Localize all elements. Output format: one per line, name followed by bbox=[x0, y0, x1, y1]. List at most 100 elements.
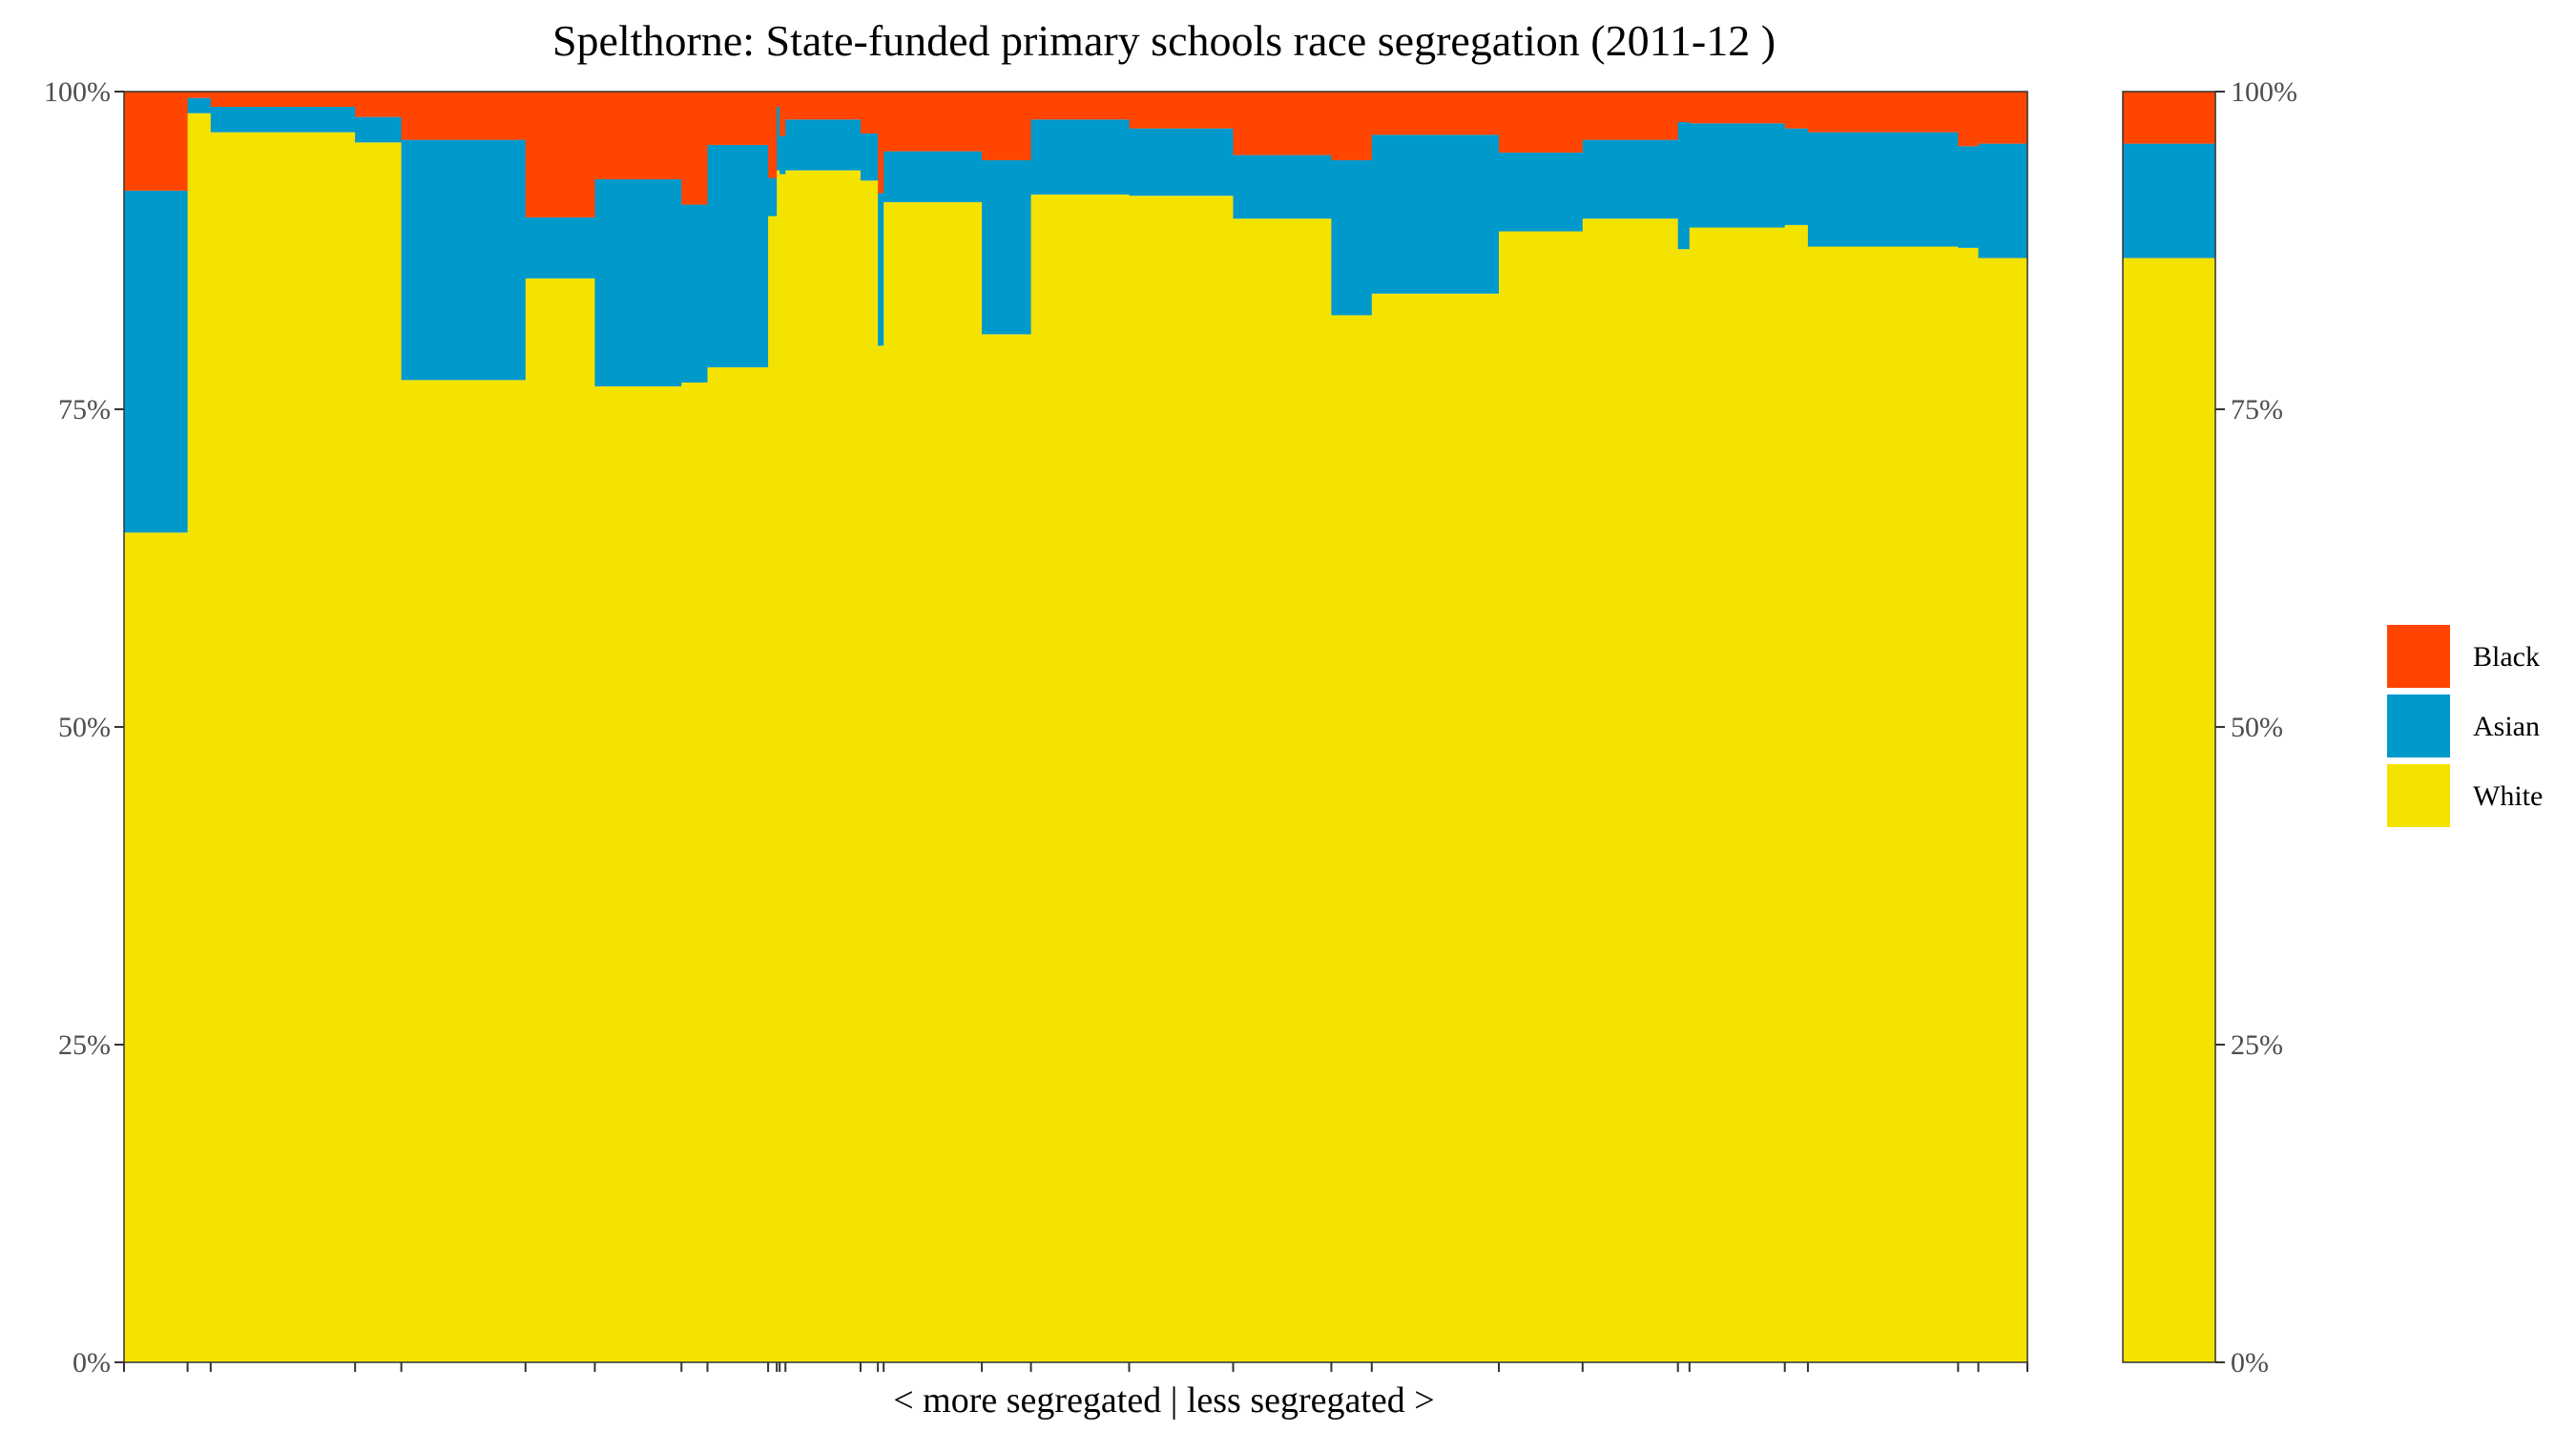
school-bar-white-segment-23 bbox=[1582, 218, 1679, 1363]
school-bar-asian-segment-9 bbox=[768, 177, 778, 217]
legend-label-asian: Asian bbox=[2473, 711, 2540, 742]
school-bar-white-segment-10 bbox=[777, 170, 780, 1363]
school-bar-asian-segment-18 bbox=[1129, 128, 1235, 197]
school-bar-asian-segment-8 bbox=[707, 144, 769, 368]
school-bar-black-segment-25 bbox=[1689, 92, 1786, 124]
school-bar-asian-segment-29 bbox=[1978, 143, 2028, 259]
school-bar-black-segment-5 bbox=[525, 92, 596, 218]
school-bar-black-segment-26 bbox=[1784, 92, 1809, 129]
school-bar-black-segment-14 bbox=[878, 92, 884, 194]
school-bar-white-segment-9 bbox=[768, 216, 778, 1362]
school-bar-asian-segment-5 bbox=[525, 217, 596, 279]
school-bar-white-segment-7 bbox=[681, 383, 709, 1362]
school-bar-asian-segment-13 bbox=[860, 133, 879, 181]
y-tick-label-right-2: 50% bbox=[2231, 712, 2283, 743]
school-bar-asian-segment-0 bbox=[124, 190, 189, 533]
school-bar-white-segment-0 bbox=[124, 532, 189, 1362]
school-bar-white-segment-15 bbox=[883, 201, 983, 1362]
school-bar-black-segment-6 bbox=[594, 92, 682, 179]
school-bar-asian-segment-11 bbox=[779, 135, 786, 175]
school-bar-asian-segment-7 bbox=[681, 204, 709, 384]
school-bar-asian-segment-14 bbox=[878, 193, 884, 346]
legend-label-white: White bbox=[2473, 780, 2543, 812]
school-bar-asian-segment-19 bbox=[1233, 155, 1333, 219]
school-bar-black-segment-2 bbox=[210, 92, 356, 107]
school-bar-asian-segment-24 bbox=[1677, 121, 1691, 250]
school-bar-black-segment-7 bbox=[681, 92, 709, 205]
school-bar-asian-segment-22 bbox=[1499, 152, 1584, 232]
school-bar-white-segment-8 bbox=[707, 367, 769, 1363]
school-bar-black-segment-4 bbox=[401, 92, 527, 140]
y-tick-label-right-4: 100% bbox=[2231, 76, 2297, 108]
school-bar-asian-segment-27 bbox=[1807, 132, 1959, 247]
school-bar-white-segment-24 bbox=[1677, 249, 1691, 1363]
school-bar-white-segment-12 bbox=[785, 170, 862, 1363]
school-bar-white-segment-2 bbox=[210, 132, 356, 1362]
school-bar-white-segment-1 bbox=[187, 113, 212, 1362]
school-bar-black-segment-10 bbox=[777, 92, 780, 107]
school-bar-black-segment-21 bbox=[1371, 92, 1500, 135]
school-bar-white-segment-29 bbox=[1978, 258, 2028, 1363]
school-bar-black-segment-22 bbox=[1499, 92, 1584, 153]
school-bar-black-segment-1 bbox=[187, 92, 212, 98]
y-axis-left: 0% 25% 50% 75% 100% bbox=[44, 76, 124, 1379]
school-bar-asian-segment-2 bbox=[210, 106, 356, 133]
overall-bar bbox=[2123, 92, 2216, 1363]
school-bar-asian-segment-21 bbox=[1371, 135, 1500, 294]
school-bar-white-segment-17 bbox=[1030, 194, 1131, 1363]
school-bar-black-segment-19 bbox=[1233, 92, 1333, 156]
school-bar-black-segment-13 bbox=[860, 92, 879, 134]
school-bar-black-segment-15 bbox=[883, 92, 983, 152]
school-bar-white-segment-28 bbox=[1958, 247, 1980, 1363]
y-axis-right: 0% 25% 50% 75% 100% bbox=[2215, 76, 2297, 1379]
school-bar-white-segment-26 bbox=[1784, 224, 1809, 1363]
school-bar-asian-segment-26 bbox=[1784, 128, 1809, 225]
school-bar-white-segment-14 bbox=[878, 345, 884, 1362]
school-bar-black-segment-27 bbox=[1807, 92, 1959, 133]
school-bar-white-segment-13 bbox=[860, 180, 879, 1363]
legend-key-black bbox=[2387, 625, 2450, 688]
legend-label-black: Black bbox=[2473, 641, 2540, 673]
school-bar-white-segment-19 bbox=[1233, 218, 1333, 1363]
chart-title: Spelthorne: State-funded primary schools… bbox=[552, 16, 1776, 65]
school-bar-black-segment-18 bbox=[1129, 92, 1235, 129]
x-axis-label: < more segregated | less segregated > bbox=[893, 1380, 1434, 1421]
school-bar-black-segment-8 bbox=[707, 92, 769, 145]
y-tick-label-right-3: 75% bbox=[2231, 394, 2283, 425]
school-bar-asian-segment-12 bbox=[785, 119, 862, 171]
school-bar-black-segment-9 bbox=[768, 92, 778, 178]
school-bar-black-segment-23 bbox=[1582, 92, 1679, 140]
y-tick-label-right-0: 0% bbox=[2231, 1347, 2269, 1379]
school-bar-white-segment-18 bbox=[1129, 196, 1235, 1362]
school-bar-asian-segment-6 bbox=[594, 178, 682, 387]
school-bar-asian-segment-25 bbox=[1689, 123, 1786, 228]
y-tick-label-left-2: 50% bbox=[58, 712, 111, 743]
school-bar-asian-segment-3 bbox=[355, 116, 403, 143]
school-bar-asian-segment-20 bbox=[1331, 159, 1373, 316]
overall-bar-black-segment-0 bbox=[2123, 92, 2216, 144]
school-bar-asian-segment-23 bbox=[1582, 139, 1679, 219]
school-bar-black-segment-28 bbox=[1958, 92, 1980, 147]
school-bar-black-segment-17 bbox=[1030, 92, 1131, 120]
y-tick-label-right-1: 25% bbox=[2231, 1029, 2283, 1061]
school-bar-white-segment-11 bbox=[779, 174, 786, 1363]
school-bar-white-segment-4 bbox=[401, 380, 527, 1362]
school-bar-black-segment-11 bbox=[779, 92, 786, 136]
legend-key-asian bbox=[2387, 695, 2450, 757]
school-bar-asian-segment-17 bbox=[1030, 119, 1131, 195]
school-bar-asian-segment-28 bbox=[1958, 146, 1980, 248]
y-tick-label-left-3: 75% bbox=[58, 394, 111, 425]
overall-bar-white-segment-0 bbox=[2123, 258, 2216, 1363]
school-bar-white-segment-25 bbox=[1689, 227, 1786, 1362]
school-bar-asian-segment-16 bbox=[982, 159, 1032, 335]
school-bars bbox=[124, 92, 2028, 1363]
school-bar-white-segment-16 bbox=[982, 334, 1032, 1362]
school-bar-black-segment-20 bbox=[1331, 92, 1373, 160]
school-bar-black-segment-16 bbox=[982, 92, 1032, 160]
school-bar-black-segment-0 bbox=[124, 92, 189, 191]
school-bar-asian-segment-15 bbox=[883, 151, 983, 202]
school-bar-asian-segment-4 bbox=[401, 139, 527, 381]
school-bar-white-segment-20 bbox=[1331, 315, 1373, 1362]
y-tick-label-left-1: 25% bbox=[58, 1029, 111, 1061]
